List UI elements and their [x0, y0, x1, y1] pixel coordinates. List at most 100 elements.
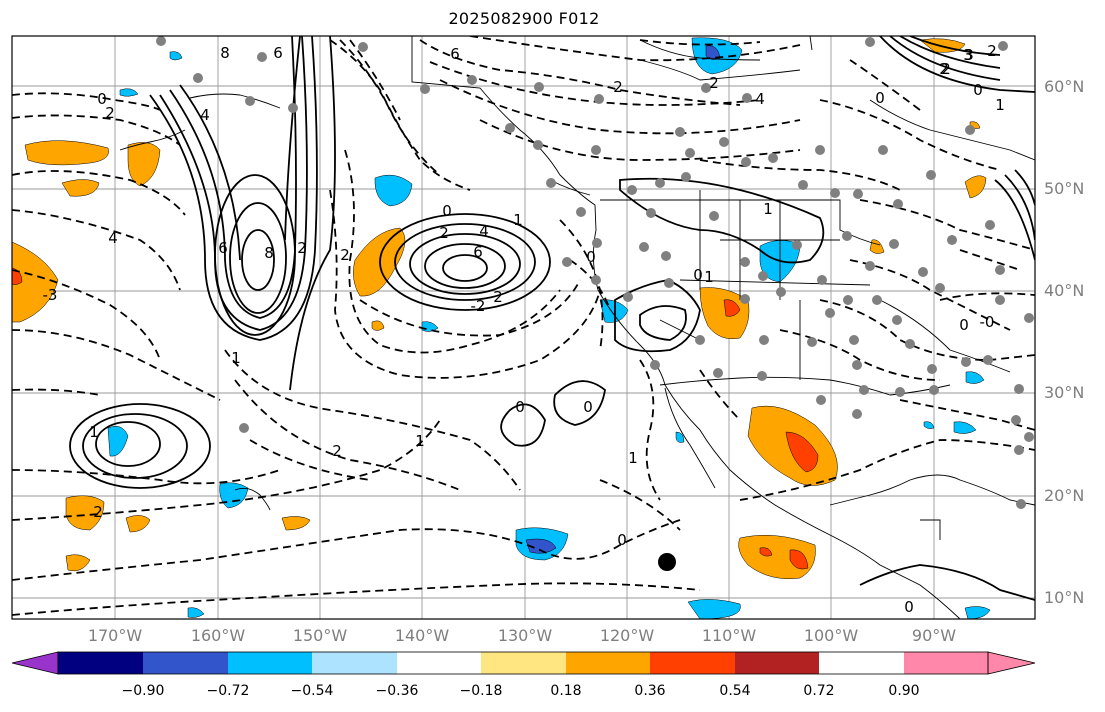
- fill-blue-13: [964, 606, 991, 619]
- lat-label-30: 30°N: [1044, 383, 1085, 402]
- fill-orange-11: [964, 175, 987, 199]
- contour-label: 4: [200, 106, 210, 124]
- contour-label: 1: [763, 200, 773, 218]
- fill-red-3: [785, 431, 819, 473]
- contour-label: 8: [264, 244, 274, 262]
- contour-label: 1: [995, 96, 1005, 114]
- colorbar-extend-high: [987, 651, 1036, 675]
- contour-label: 2: [941, 60, 951, 78]
- colorbar-tick-5: −0.18: [459, 683, 503, 699]
- colorbar-tick-9: 0.72: [803, 683, 835, 699]
- contour-label: 8: [220, 44, 230, 62]
- contour-label: 2: [297, 239, 307, 257]
- lon-label-120w: 120°W: [599, 626, 655, 645]
- contour-label: 0: [583, 398, 593, 416]
- map-frame: [11, 35, 1036, 620]
- fill-darkblue-2: [525, 538, 557, 554]
- contour-label: 1: [415, 432, 425, 450]
- contour-label: 0: [97, 90, 107, 108]
- contour-label: 0: [875, 89, 885, 107]
- anomaly-fills: [12, 37, 991, 619]
- lon-label-90w: 90°W: [911, 626, 957, 645]
- fill-blue-14: [187, 607, 205, 618]
- lat-label-10: 10°N: [1044, 588, 1085, 607]
- lon-label-140w: 140°W: [394, 626, 450, 645]
- colorbar: [11, 651, 1036, 675]
- fill-red-2: [723, 299, 741, 317]
- fill-orange-1: [24, 140, 109, 166]
- contour-label: 6: [473, 243, 483, 261]
- fill-orange-2: [127, 142, 161, 187]
- fill-orange-4: [12, 241, 59, 323]
- lon-label-130w: 130°W: [497, 626, 553, 645]
- colorbar-segment: [143, 652, 228, 674]
- lon-label-110w: 110°W: [701, 626, 757, 645]
- colorbar-extend-low: [11, 651, 59, 675]
- fill-blue-11: [953, 421, 977, 434]
- lon-label-150w: 150°W: [292, 626, 348, 645]
- contour-label: -0: [980, 313, 995, 331]
- contour-label: 3: [964, 46, 974, 64]
- contour-label: 2: [709, 74, 719, 92]
- colorbar-frame: [57, 651, 989, 675]
- contour-label: 0: [586, 248, 596, 266]
- large-station-dot: [658, 553, 676, 571]
- lon-label-170w: 170°W: [87, 626, 143, 645]
- fill-orange-6: [371, 320, 385, 331]
- lon-label-160w: 160°W: [190, 626, 246, 645]
- colorbar-segment: [481, 652, 566, 674]
- fill-blue-12: [923, 421, 935, 429]
- fill-blue-9: [687, 599, 741, 619]
- contour-label: 6: [218, 239, 228, 257]
- colorbar-segment: [735, 652, 819, 674]
- fill-orange-13: [65, 495, 105, 531]
- contour-label: 4: [755, 90, 765, 108]
- fill-blue-17: [675, 431, 685, 443]
- station-dots: [156, 36, 1034, 509]
- lat-label-40: 40°N: [1044, 281, 1085, 300]
- fill-orange-14: [125, 515, 151, 533]
- contour-label: 0: [617, 531, 627, 549]
- fill-red-4: [759, 547, 773, 557]
- lat-label-50: 50°N: [1044, 179, 1085, 198]
- contour-label: 1: [628, 449, 638, 467]
- contour-label: 0: [904, 598, 914, 616]
- contours-dashed: [12, 36, 1035, 616]
- contour-label: 6: [273, 44, 283, 62]
- contour-label: 3: [963, 46, 973, 64]
- colorbar-tick-2: −0.72: [206, 683, 250, 699]
- contour-label: 1: [89, 423, 99, 441]
- contour-label: 2: [493, 288, 503, 306]
- fill-orange-7: [699, 287, 750, 339]
- fill-red-5: [789, 549, 809, 570]
- contour-label: 0: [973, 81, 983, 99]
- fill-orange-12: [869, 239, 885, 254]
- lon-label-100w: 100°W: [803, 626, 859, 645]
- colorbar-tick-7: 0.36: [634, 683, 666, 699]
- lat-label-20: 20°N: [1044, 486, 1085, 505]
- contour-label: 0: [515, 398, 525, 416]
- contour-label: 2: [939, 60, 949, 78]
- fill-blue-5: [421, 321, 439, 332]
- contour-label: 2: [439, 224, 449, 242]
- contour-label: -2: [471, 297, 486, 315]
- contour-label: 1: [704, 268, 714, 286]
- coastlines: [119, 36, 1035, 619]
- colorbar-tick-8: 0.54: [719, 683, 751, 699]
- contour-label: -3: [43, 286, 58, 304]
- contour-label: 1: [513, 211, 523, 229]
- fill-blue-2: [374, 174, 413, 207]
- fill-orange-16: [281, 516, 311, 531]
- colorbar-tick-3: −0.54: [290, 683, 334, 699]
- fill-blue-16: [169, 51, 183, 61]
- contour-label: 2: [340, 246, 350, 264]
- colorbar-tick-4: −0.36: [375, 683, 419, 699]
- colorbar-segment: [397, 652, 481, 674]
- contour-label: 2: [93, 503, 103, 521]
- contour-label: 1: [231, 349, 241, 367]
- contour-label: 2: [105, 104, 115, 122]
- contour-label: 4: [479, 222, 489, 240]
- contour-label: 2: [613, 78, 623, 96]
- fill-blue-15: [119, 88, 139, 97]
